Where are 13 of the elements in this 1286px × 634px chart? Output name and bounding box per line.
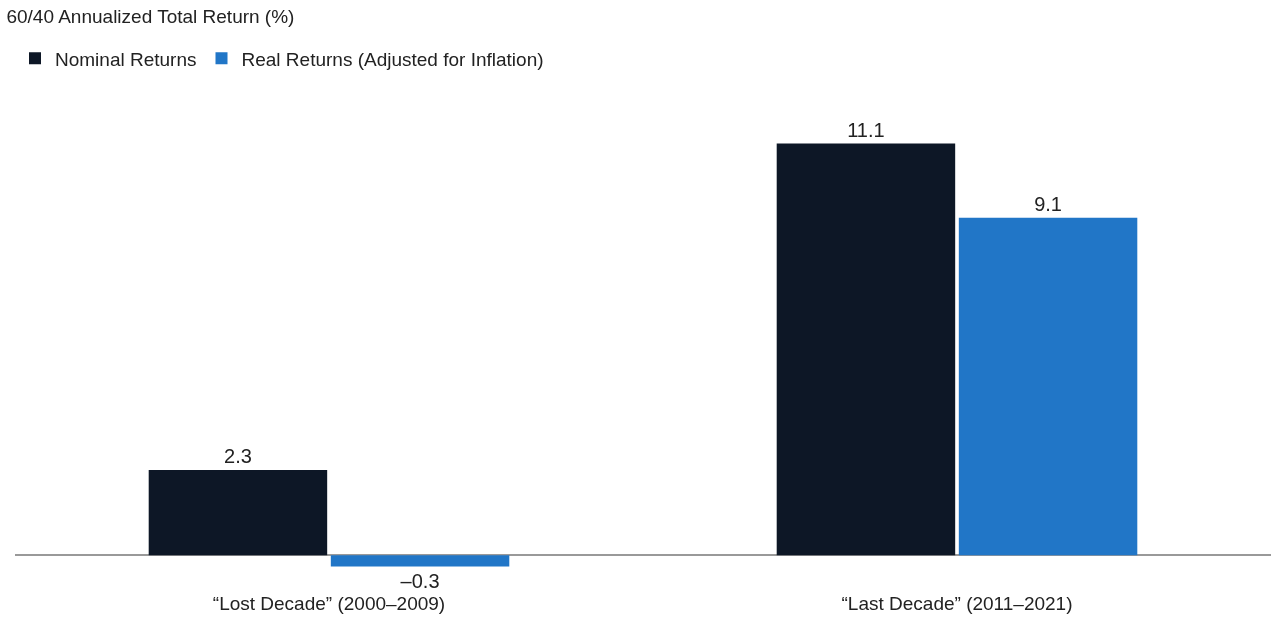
bar	[958, 217, 1138, 556]
legend-label: Nominal Returns	[55, 48, 197, 70]
bar	[330, 555, 510, 567]
data-label: –0.3	[400, 569, 440, 592]
x-tick-label: “Last Decade” (2011–2021)	[841, 593, 1073, 614]
x-tick-label: “Lost Decade” (2000–2009)	[212, 593, 446, 614]
data-label: 2.3	[224, 445, 252, 468]
data-label: 11.1	[847, 118, 885, 141]
bar	[776, 143, 956, 556]
legend-label: Real Returns (Adjusted for Inflation)	[241, 48, 544, 70]
chart-title: 60/40 Annualized Total Return (%)	[6, 5, 295, 27]
data-label: 9.1	[1034, 192, 1062, 215]
bar	[148, 470, 328, 556]
